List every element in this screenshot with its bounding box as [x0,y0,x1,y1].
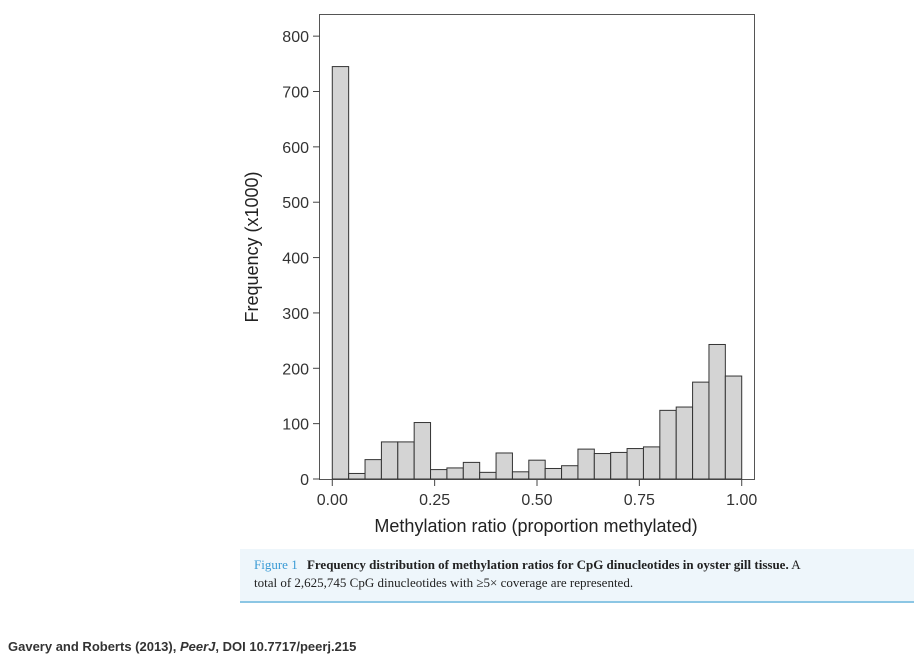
citation-doi: , DOI 10.7717/peerj.215 [215,639,357,654]
x-tick-label: 0.75 [624,492,655,509]
histogram-bar [380,441,399,480]
y-tick-label: 300 [282,306,309,323]
histogram-bar [430,469,448,480]
caption-text-end: total of 2,625,745 CpG dinucleotides wit… [254,575,634,590]
histogram-bar [593,453,612,480]
figure-label: Figure 1 [254,557,298,572]
x-axis-ticks: 0.00 0.25 0.50 0.75 1.00 [317,479,757,509]
histogram-bar [348,472,366,480]
x-tick-label: 0.25 [419,492,450,509]
caption-text-start: A [791,557,801,572]
histogram-bar [626,448,644,480]
histogram-bar [479,471,497,480]
histogram-bar [675,406,694,480]
bars-group [331,66,743,480]
citation-journal: PeerJ [179,639,216,654]
y-axis-label: Frequency (x1000) [242,171,262,322]
citation: Gavery and Roberts (2013), PeerJ, DOI 10… [8,639,356,654]
histogram-bar [692,381,710,480]
y-axis-ticks: 0 100 200 300 400 500 600 700 800 [282,29,320,489]
y-tick-label: 600 [282,140,309,157]
x-axis-label: Methylation ratio (proportion methylated… [374,516,697,536]
histogram-bar [544,467,563,480]
y-tick-label: 500 [282,195,309,212]
histogram-bar [495,452,513,480]
histogram-bar [413,422,432,480]
histogram-bar [446,467,464,480]
histogram-bar [561,465,579,480]
x-tick-label: 0.50 [521,492,552,509]
citation-authors: Gavery and Roberts (2013), [8,639,177,654]
figure-title: Frequency distribution of methylation ra… [306,557,789,572]
histogram-bar [364,459,382,480]
histogram-bar [724,375,743,480]
histogram-bar [331,66,350,480]
histogram-bar [610,451,628,480]
histogram-bar [528,459,546,480]
y-tick-label: 800 [282,29,309,46]
histogram-bar [577,448,595,480]
figure-caption: Figure 1 Frequency distribution of methy… [240,549,914,603]
y-tick-label: 700 [282,85,309,102]
plot-frame [319,14,755,480]
histogram-bar [397,441,415,480]
histogram-bar [511,471,530,480]
x-tick-label: 0.00 [317,492,348,509]
y-tick-label: 200 [282,361,309,378]
histogram-bar [659,409,677,480]
y-tick-label: 0 [300,472,309,489]
histogram-bar [708,343,726,480]
histogram-bar [642,446,661,480]
x-tick-label: 1.00 [726,492,757,509]
histogram-bar [462,461,481,480]
y-tick-label: 400 [282,251,309,268]
y-tick-label: 100 [282,417,309,434]
